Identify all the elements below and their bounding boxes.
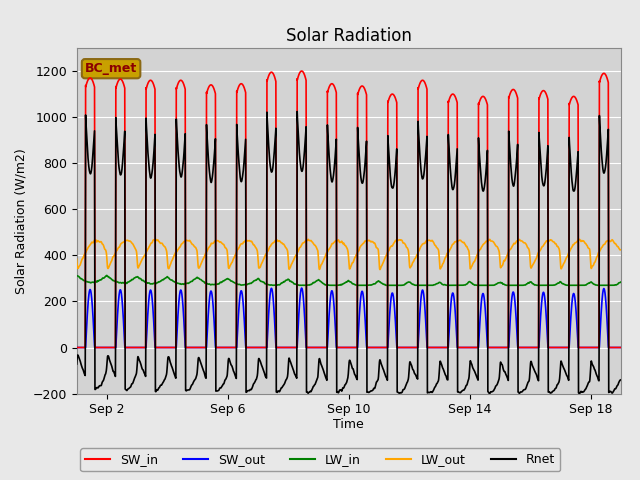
Text: BC_met: BC_met [85, 62, 137, 75]
Rnet [293, 108, 301, 114]
Line: LW_in: LW_in [47, 276, 621, 285]
LW_in [617, 279, 625, 285]
LW_out [319, 259, 326, 265]
SW_out [179, 300, 186, 305]
LW_out [198, 260, 205, 265]
LW_in [314, 277, 321, 283]
SW_out [617, 345, 625, 350]
Rnet [314, 374, 321, 380]
LW_out [314, 248, 321, 253]
LW_out [224, 262, 232, 267]
SW_in [179, 79, 186, 85]
LW_in [319, 280, 326, 286]
SW_in [224, 345, 232, 350]
LW_out [304, 237, 312, 242]
Title: Solar Radiation: Solar Radiation [286, 27, 412, 45]
LW_out [179, 240, 186, 246]
LW_out [617, 247, 625, 252]
LW_in [559, 281, 567, 287]
SW_in [314, 345, 321, 350]
Rnet [179, 165, 186, 171]
Rnet [617, 377, 625, 383]
LW_in [198, 277, 205, 283]
Rnet [559, 364, 567, 370]
Rnet [198, 362, 205, 368]
Rnet [319, 366, 326, 372]
SW_out [198, 345, 205, 350]
LW_out [43, 267, 51, 273]
Line: LW_out: LW_out [47, 240, 621, 270]
SW_in [43, 345, 51, 350]
SW_in [617, 345, 625, 350]
Rnet [43, 350, 51, 356]
Line: SW_in: SW_in [47, 71, 621, 348]
SW_in [198, 345, 205, 350]
SW_out [224, 345, 232, 350]
X-axis label: Time: Time [333, 418, 364, 431]
SW_in [319, 345, 326, 350]
LW_in [301, 282, 308, 288]
Line: SW_out: SW_out [47, 288, 621, 348]
SW_out [559, 345, 567, 350]
SW_out [319, 345, 326, 350]
Rnet [486, 391, 493, 396]
LW_in [179, 281, 186, 287]
SW_in [559, 345, 567, 350]
Rnet [224, 359, 232, 365]
SW_out [43, 345, 51, 350]
Line: Rnet: Rnet [47, 111, 621, 394]
Y-axis label: Solar Radiation (W/m2): Solar Radiation (W/m2) [14, 148, 27, 294]
SW_out [314, 345, 321, 350]
LW_in [224, 276, 232, 282]
SW_in [298, 68, 305, 74]
LW_out [559, 262, 567, 267]
Legend: SW_in, SW_out, LW_in, LW_out, Rnet: SW_in, SW_out, LW_in, LW_out, Rnet [80, 448, 560, 471]
LW_in [43, 273, 51, 278]
SW_out [298, 285, 305, 291]
